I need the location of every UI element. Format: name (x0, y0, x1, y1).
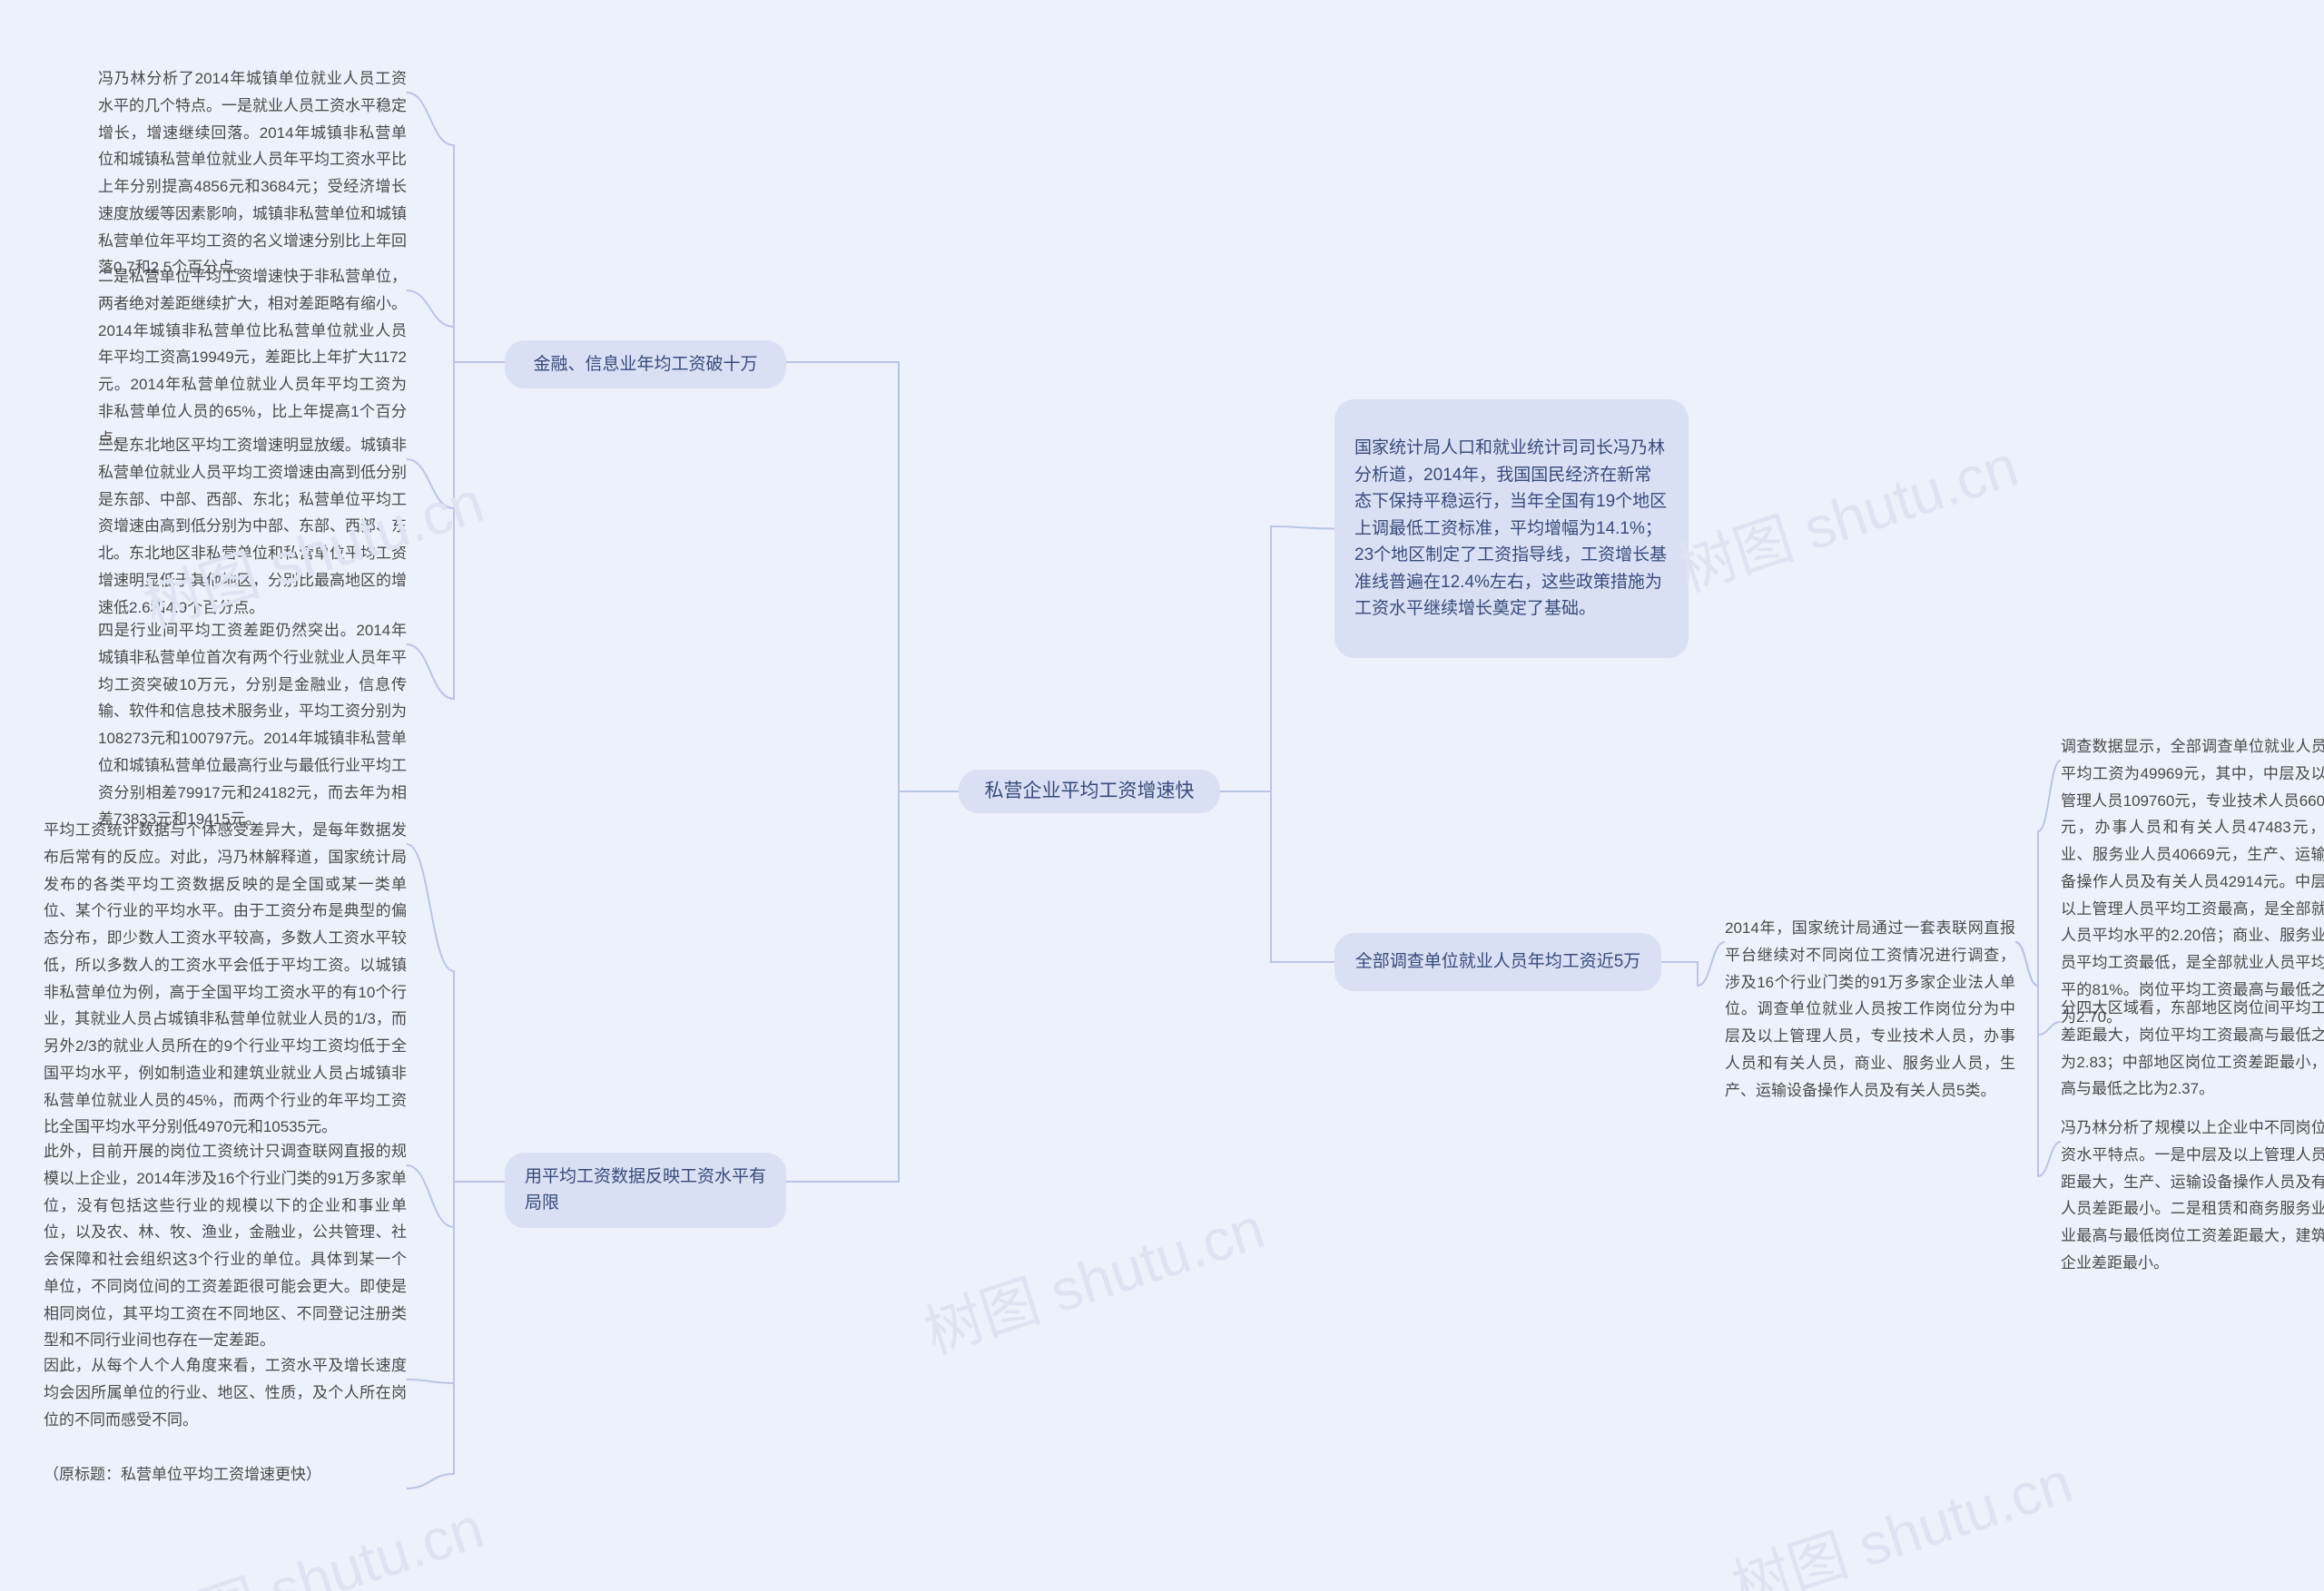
branch-node[interactable]: 全部调查单位就业人员年均工资近5万 (1334, 933, 1661, 991)
leaf-text: 二是私营单位平均工资增速快于非私营单位，两者绝对差距继续扩大，相对差距略有缩小。… (98, 263, 407, 452)
leaf-text: 三是东北地区平均工资增速明显放缓。城镇非私营单位就业人员平均工资增速由高到低分别… (98, 432, 407, 621)
leaf-text: 此外，目前开展的岗位工资统计只调查联网直报的规模以上企业，2014年涉及16个行… (44, 1138, 407, 1354)
leaf-text-content: 平均工资统计数据与个体感受差异大，是每年数据发布后常有的反应。对此，冯乃林解释道… (44, 821, 407, 1135)
leaf-text-content: 此外，目前开展的岗位工资统计只调查联网直报的规模以上企业，2014年涉及16个行… (44, 1143, 407, 1349)
leaf-text-content: （原标题：私营单位平均工资增速更快） (44, 1466, 321, 1483)
leaf-text-content: 调查数据显示，全部调查单位就业人员年平均工资为49969元，其中，中层及以上管理… (2061, 738, 2324, 1026)
leaf-text-content: 2014年，国家统计局通过一套表联网直报平台继续对不同岗位工资情况进行调查，涉及… (1725, 919, 2015, 1099)
leaf-text: 平均工资统计数据与个体感受差异大，是每年数据发布后常有的反应。对此，冯乃林解释道… (44, 817, 407, 1141)
root-node[interactable]: 私营企业平均工资增速快 (959, 770, 1220, 813)
leaf-text-content: 三是东北地区平均工资增速明显放缓。城镇非私营单位就业人员平均工资增速由高到低分别… (98, 437, 407, 616)
leaf-text-content: 冯乃林分析了规模以上企业中不同岗位工资水平特点。一是中层及以上管理人员差距最大，… (2061, 1119, 2324, 1272)
leaf-text-content: 因此，从每个人个人角度来看，工资水平及增长速度均会因所属单位的行业、地区、性质，… (44, 1357, 407, 1429)
branch-label: 国家统计局人口和就业统计司司长冯乃林分析道，2014年，我国国民经济在新常态下保… (1354, 435, 1669, 622)
leaf-text: 因此，从每个人个人角度来看，工资水平及增长速度均会因所属单位的行业、地区、性质，… (44, 1352, 407, 1433)
branch-node[interactable]: 用平均工资数据反映工资水平有局限 (505, 1153, 786, 1228)
branch-node[interactable]: 金融、信息业年均工资破十万 (505, 340, 786, 388)
leaf-text-content: 分四大区域看，东部地区岗位间平均工资差距最大，岗位平均工资最高与最低之比为2.8… (2061, 999, 2324, 1097)
branch-label: 用平均工资数据反映工资水平有局限 (525, 1164, 766, 1217)
leaf-text: （原标题：私营单位平均工资增速更快） (44, 1461, 407, 1488)
leaf-text: 2014年，国家统计局通过一套表联网直报平台继续对不同岗位工资情况进行调查，涉及… (1725, 915, 2015, 1104)
leaf-text-content: 四是行业间平均工资差距仍然突出。2014年城镇非私营单位首次有两个行业就业人员年… (98, 622, 407, 828)
leaf-text: 四是行业间平均工资差距仍然突出。2014年城镇非私营单位首次有两个行业就业人员年… (98, 617, 407, 833)
branch-node[interactable]: 国家统计局人口和就业统计司司长冯乃林分析道，2014年，我国国民经济在新常态下保… (1334, 399, 1689, 658)
branch-label: 金融、信息业年均工资破十万 (533, 351, 757, 378)
leaf-text-content: 冯乃林分析了2014年城镇单位就业人员工资水平的几个特点。一是就业人员工资水平稳… (98, 70, 407, 276)
root-label: 私营企业平均工资增速快 (985, 777, 1195, 807)
leaf-text: 分四大区域看，东部地区岗位间平均工资差距最大，岗位平均工资最高与最低之比为2.8… (2061, 995, 2324, 1103)
leaf-text: 冯乃林分析了规模以上企业中不同岗位工资水平特点。一是中层及以上管理人员差距最大，… (2061, 1115, 2324, 1277)
branch-label: 全部调查单位就业人员年均工资近5万 (1355, 948, 1641, 975)
leaf-text: 冯乃林分析了2014年城镇单位就业人员工资水平的几个特点。一是就业人员工资水平稳… (98, 65, 407, 281)
leaf-text: 调查数据显示，全部调查单位就业人员年平均工资为49969元，其中，中层及以上管理… (2061, 733, 2324, 1030)
leaf-text-content: 二是私营单位平均工资增速快于非私营单位，两者绝对差距继续扩大，相对差距略有缩小。… (98, 268, 407, 447)
